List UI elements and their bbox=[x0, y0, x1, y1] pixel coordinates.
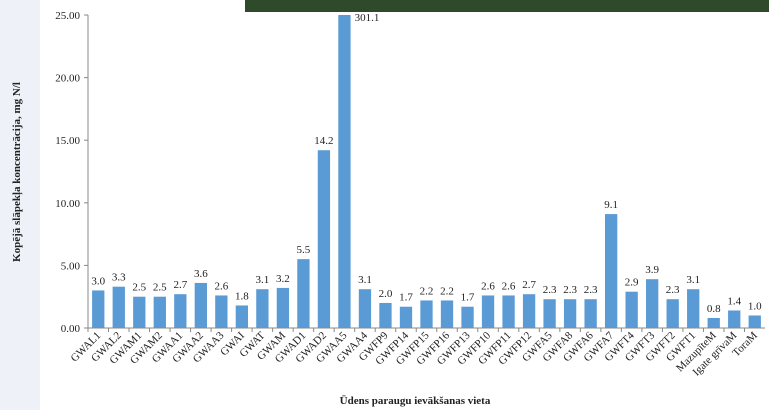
value-label: 2.5 bbox=[132, 282, 146, 294]
value-label: 1.8 bbox=[235, 290, 249, 302]
bar bbox=[318, 150, 330, 328]
value-label: 2.2 bbox=[440, 285, 454, 297]
value-label: 3.6 bbox=[194, 268, 208, 280]
value-label: 5.5 bbox=[297, 244, 311, 256]
value-label: 2.9 bbox=[625, 277, 639, 289]
value-label: 2.2 bbox=[420, 285, 434, 297]
value-label: 1.0 bbox=[748, 300, 762, 312]
bar bbox=[236, 305, 248, 328]
value-label: 2.0 bbox=[379, 288, 393, 300]
value-label: 14.2 bbox=[314, 135, 333, 147]
bar bbox=[256, 289, 268, 328]
bar bbox=[502, 295, 514, 328]
y-tick-label: 15.00 bbox=[55, 135, 80, 147]
bar bbox=[400, 307, 412, 328]
value-label: 2.3 bbox=[543, 284, 557, 296]
bar bbox=[338, 0, 350, 328]
y-tick-label: 5.00 bbox=[61, 260, 81, 272]
bar bbox=[359, 289, 371, 328]
bar bbox=[215, 295, 227, 328]
bar bbox=[92, 290, 104, 328]
y-axis-title: Kopējā slāpekļa koncentrācija, mg N/l bbox=[11, 82, 23, 262]
bar bbox=[379, 303, 391, 328]
bar bbox=[708, 318, 720, 328]
bar bbox=[564, 299, 576, 328]
y-tick-label: 25.00 bbox=[55, 10, 80, 22]
value-label: 2.3 bbox=[563, 284, 577, 296]
bar bbox=[277, 288, 289, 328]
value-label: 1.7 bbox=[399, 292, 413, 304]
bar bbox=[420, 300, 432, 328]
bar bbox=[687, 289, 699, 328]
y-tick-label: 10.00 bbox=[55, 198, 80, 210]
bar bbox=[646, 279, 658, 328]
x-axis-title: Ūdens paraugu ievākšanas vieta bbox=[340, 395, 491, 407]
bar bbox=[749, 315, 761, 328]
background-photo bbox=[245, 0, 769, 12]
y-tick-label: 0.00 bbox=[61, 323, 81, 335]
value-label: 1.7 bbox=[461, 292, 475, 304]
bar bbox=[174, 294, 186, 328]
chart: Kopējā slāpekļa koncentrācija, mg N/l Ūd… bbox=[0, 0, 769, 410]
value-label: 2.3 bbox=[666, 284, 680, 296]
value-label: 2.6 bbox=[502, 280, 516, 292]
value-label: 2.5 bbox=[153, 282, 167, 294]
value-label: 3.1 bbox=[358, 274, 372, 286]
bar bbox=[133, 297, 145, 328]
bar bbox=[441, 300, 453, 328]
bar bbox=[584, 299, 596, 328]
value-label: 1.4 bbox=[727, 295, 741, 307]
value-label: 0.8 bbox=[707, 303, 721, 315]
plot-area bbox=[92, 0, 761, 328]
bar bbox=[543, 299, 555, 328]
bar bbox=[297, 259, 309, 328]
bar bbox=[482, 295, 494, 328]
value-label: 2.3 bbox=[584, 284, 598, 296]
bar bbox=[728, 310, 740, 328]
page: {"chart_data": {"type": "bar", "y_label"… bbox=[0, 0, 769, 410]
bar bbox=[667, 299, 679, 328]
bar bbox=[461, 307, 473, 328]
bar bbox=[195, 283, 207, 328]
value-label: 3.3 bbox=[112, 272, 126, 284]
value-label: 2.7 bbox=[173, 279, 187, 291]
bar bbox=[113, 287, 125, 328]
value-label: 3.0 bbox=[91, 275, 105, 287]
bar bbox=[625, 292, 637, 328]
value-label: 2.6 bbox=[214, 280, 228, 292]
value-label: 3.9 bbox=[645, 264, 659, 276]
value-label: 3.1 bbox=[686, 274, 700, 286]
value-label: 2.6 bbox=[481, 280, 495, 292]
value-label: 2.7 bbox=[522, 279, 536, 291]
y-tick-label: 20.00 bbox=[55, 73, 80, 85]
bar bbox=[605, 214, 617, 328]
value-label: 3.1 bbox=[256, 274, 270, 286]
bar bbox=[523, 294, 535, 328]
value-label: 9.1 bbox=[604, 199, 618, 211]
value-label: 301.1 bbox=[355, 12, 380, 24]
value-label: 3.2 bbox=[276, 273, 290, 285]
bar bbox=[154, 297, 166, 328]
